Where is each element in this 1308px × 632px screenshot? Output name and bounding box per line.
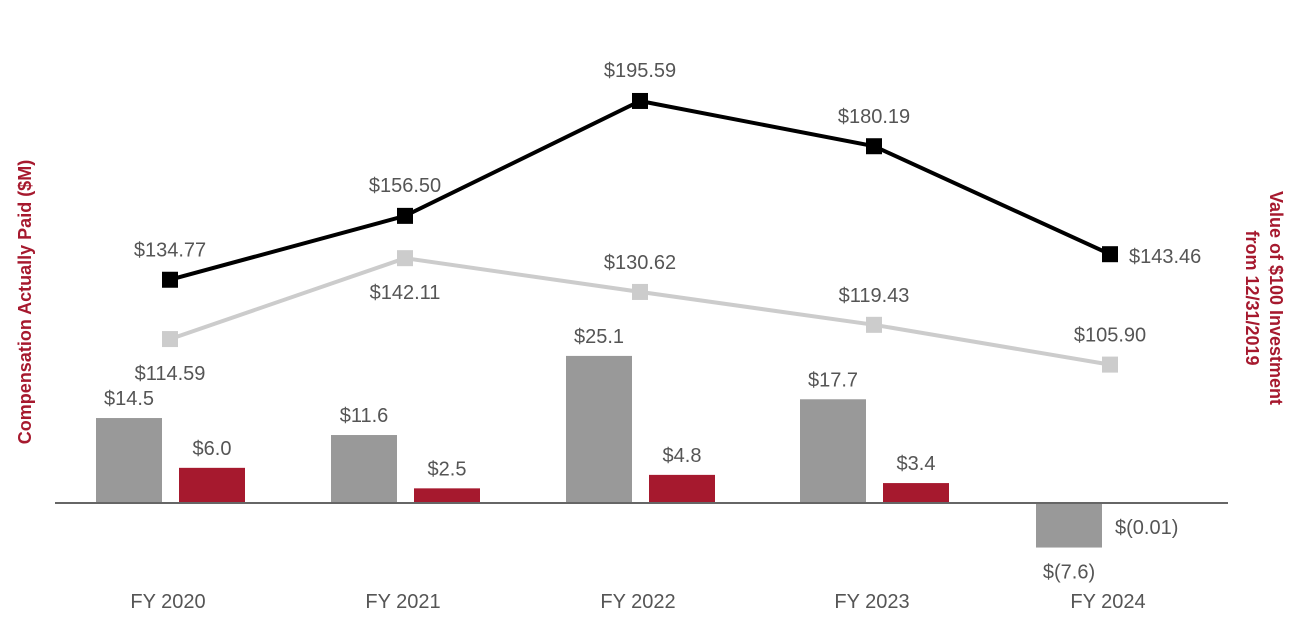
gray-line-label-0: $114.59 — [135, 363, 206, 385]
red-bar-label-0: $6.0 — [193, 438, 232, 460]
gray-bar-fy-2024 — [1036, 503, 1102, 548]
black-line-marker-3 — [866, 138, 882, 155]
gray-line-label-1: $142.11 — [370, 282, 441, 304]
gray-bar-fy-2020 — [96, 418, 162, 503]
black-line-label-0: $134.77 — [134, 240, 206, 262]
gray-bar-fy-2023 — [800, 399, 866, 503]
red-bar-fy-2021 — [414, 488, 480, 503]
gray-bar-fy-2021 — [331, 435, 397, 503]
category-label-fy-2021: FY 2021 — [365, 591, 440, 613]
black-line-marker-0 — [162, 271, 178, 288]
right-axis-title-line2: from 12/31/2019 — [1242, 230, 1262, 365]
category-label-fy-2024: FY 2024 — [1070, 591, 1145, 613]
category-label-fy-2020: FY 2020 — [130, 591, 205, 613]
right-axis-title-line1: Value of $100 Investment — [1266, 191, 1286, 405]
red-bar-label-3: $3.4 — [897, 453, 936, 475]
gray-bar-label-2: $25.1 — [574, 326, 624, 348]
black-line-label-2: $195.59 — [604, 60, 676, 82]
left-axis-title: Compensation Actually Paid ($M) — [15, 160, 35, 444]
black-line-marker-2 — [632, 92, 648, 109]
gray-line-label-4: $105.90 — [1074, 325, 1146, 347]
gray-line-marker-4 — [1102, 356, 1118, 373]
red-bar-fy-2020 — [179, 467, 245, 503]
gray-line-marker-3 — [866, 316, 882, 333]
red-bar-label-1: $2.5 — [428, 458, 467, 480]
gray-line-marker-1 — [397, 250, 413, 267]
gray-bar-label-0: $14.5 — [104, 388, 154, 410]
red-bar-fy-2022 — [649, 474, 715, 503]
black-line-label-3: $180.19 — [838, 106, 910, 128]
black-line-marker-1 — [397, 207, 413, 224]
black-line-label-4: $143.46 — [1129, 246, 1201, 268]
category-label-fy-2022: FY 2022 — [600, 591, 675, 613]
black-line-label-1: $156.50 — [369, 175, 441, 197]
gray-line-series — [169, 256, 1111, 367]
red-bar-fy-2023 — [883, 483, 949, 503]
gray-bar-label-1: $11.6 — [340, 405, 389, 427]
red-bar-label-2: $4.8 — [663, 445, 702, 467]
gray-bar-label-4: $(7.6) — [1043, 562, 1095, 584]
black-line-marker-4 — [1102, 246, 1118, 263]
gray-bar-label-3: $17.7 — [808, 369, 858, 391]
gray-line-label-3: $119.43 — [839, 285, 910, 307]
gray-line-marker-0 — [162, 331, 178, 348]
gray-line-label-2: $130.62 — [604, 252, 676, 274]
category-label-fy-2023: FY 2023 — [834, 591, 909, 613]
red-bar-label-4: $(0.01) — [1115, 517, 1178, 539]
gray-line-marker-2 — [632, 283, 648, 300]
gray-bar-fy-2022 — [566, 355, 632, 503]
